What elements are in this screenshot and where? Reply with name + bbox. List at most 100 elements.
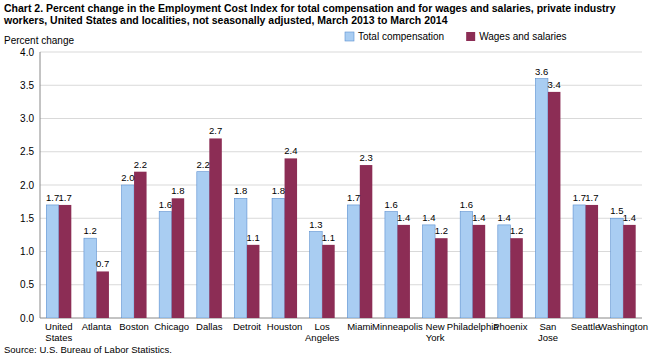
bar [322,245,335,318]
x-tick-label: Philadelphia [447,321,499,332]
data-label: 1.4 [623,212,636,223]
data-label: 1.7 [585,192,598,203]
y-tick-label: 3.5 [20,80,34,91]
data-label: 1.2 [510,225,523,236]
bar [611,218,624,318]
x-tick-label: Chicago [154,321,189,332]
x-tick-line: York [426,332,445,343]
bar [134,172,147,318]
bar [498,225,511,318]
bar [548,92,561,318]
source: Source: U.S. Bureau of Labor Statistics. [4,344,172,355]
y-tick-label: 2.0 [20,180,34,191]
bar [197,172,210,318]
legend-swatch [345,32,354,41]
y-tick-label: 0.5 [20,279,34,290]
data-label: 1.7 [46,192,59,203]
x-tick-line: Angeles [305,332,340,343]
data-label: 2.2 [196,159,209,170]
x-tick-label: SanJose [538,321,558,343]
x-tick-label: Miami [347,321,372,332]
data-label: 2.0 [121,172,134,183]
bar [272,198,285,318]
data-label: 1.7 [58,192,71,203]
data-label: 2.3 [359,152,372,163]
y-tick-label: 2.5 [20,146,34,157]
y-tick-label: 3.0 [20,113,34,124]
bar [586,205,599,318]
data-label: 1.4 [472,212,485,223]
bar [122,185,135,318]
x-tick-line: New [426,321,445,332]
x-tick-line: Dallas [196,321,223,332]
data-label: 2.7 [209,125,222,136]
x-tick-line: States [45,332,72,343]
data-label: 1.2 [435,225,448,236]
x-tick-label: Dallas [196,321,223,332]
bar [347,205,360,318]
data-label: 1.6 [460,199,473,210]
bar [285,158,298,318]
bars [46,79,635,318]
bar [435,238,448,318]
grid-line [40,52,642,53]
data-label: 1.4 [497,212,510,223]
bar [247,245,260,318]
bar [423,225,436,318]
x-tick-line: Boston [119,321,149,332]
bar [623,225,636,318]
data-label: 3.6 [535,66,548,77]
bar [46,205,59,318]
legend-label: Total compensation [358,31,444,42]
x-tick-label: Atlanta [82,321,112,332]
y-tick-label: 0.0 [20,313,34,324]
bar [460,212,473,318]
data-label: 1.6 [385,199,398,210]
bar [234,198,247,318]
x-tick-label: LosAngeles [305,321,340,343]
x-tick-label: Houston [267,321,302,332]
x-tick-line: Miami [347,321,372,332]
data-label: 1.4 [422,212,435,223]
data-label: 1.3 [309,219,322,230]
legend: Total compensation Wages and salaries [345,31,567,42]
bar [96,271,109,318]
data-label: 1.4 [397,212,410,223]
x-tick-line: Detroit [233,321,261,332]
x-tick-line: Los [315,321,331,332]
title-line: Chart 2. Percent change in the Employmen… [4,2,616,14]
bar [159,212,172,318]
data-label: 1.6 [159,199,172,210]
x-tick-line: Chicago [154,321,189,332]
bar [84,238,97,318]
x-tick-label: Seattle [571,321,601,332]
chart: Chart 2. Percent change in the Employmen… [0,0,650,356]
bar [535,79,548,318]
x-tick-label: NewYork [426,321,445,343]
legend-swatch [466,32,475,41]
bar [172,198,185,318]
x-tick-line: Houston [267,321,302,332]
bar [397,225,410,318]
y-axis-label: Percent change [4,35,74,46]
x-tick-line: Philadelphia [447,321,499,332]
y-tick-label: 1.0 [20,246,34,257]
data-label: 0.7 [96,258,109,269]
bar [573,205,586,318]
x-tick-label: Detroit [233,321,261,332]
legend-label: Wages and salaries [479,31,566,42]
bar [473,225,486,318]
data-label: 1.5 [610,205,623,216]
data-label: 1.7 [347,192,360,203]
bar [360,165,373,318]
data-label: 1.8 [272,185,285,196]
x-tick-label: Boston [119,321,149,332]
data-label: 1.7 [573,192,586,203]
y-tick-label: 1.5 [20,213,34,224]
x-tick-line: United [45,321,72,332]
data-label: 2.2 [134,159,147,170]
bar [385,212,398,318]
title-line: workers, United States and localities, n… [3,14,448,26]
data-label: 1.8 [171,185,184,196]
data-label: 1.8 [234,185,247,196]
